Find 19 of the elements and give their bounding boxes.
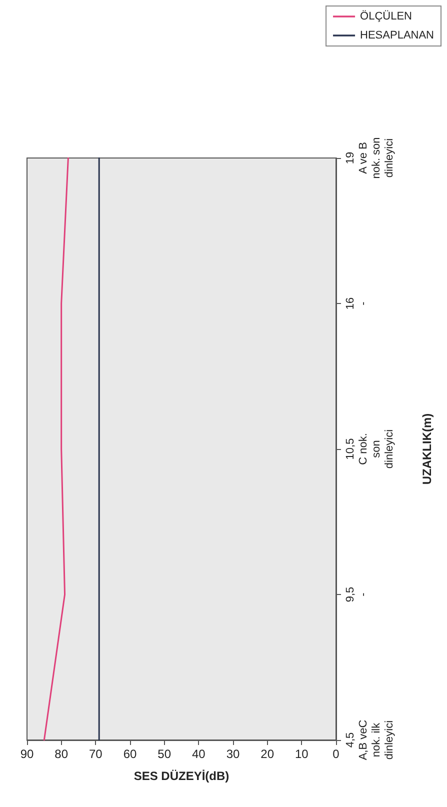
x-tick-label: 40 [192,747,206,761]
x-axis-title: SES DÜZEYİ(dB) [134,769,230,783]
x-tick-label: 20 [260,747,274,761]
x-tick-label: 70 [88,747,103,761]
y-axis-title: UZAKLIK(m) [420,413,434,485]
y-tick-label: 9,5 - [344,586,370,602]
legend-label: ÖLÇÜLEN [360,10,412,22]
y-tick-label: 19 A ve B nok. son dinleyici [344,137,396,179]
x-tick-label: 10 [294,747,309,761]
x-tick-label: 0 [332,747,340,761]
x-tick-label: 60 [123,747,137,761]
y-tick-label: 16 - [344,297,370,310]
legend-label: HESAPLANAN [360,30,434,42]
x-tick-label: 90 [20,747,34,761]
y-tick-label: 4,5 A,B veC nok. ilk dinleyici [344,720,396,760]
x-tick-label: 30 [226,747,240,761]
y-tick-label: 10,5 C nok. son dinleyici [344,429,396,469]
x-tick-label: 50 [158,747,172,761]
x-tick-label: 80 [54,747,68,761]
